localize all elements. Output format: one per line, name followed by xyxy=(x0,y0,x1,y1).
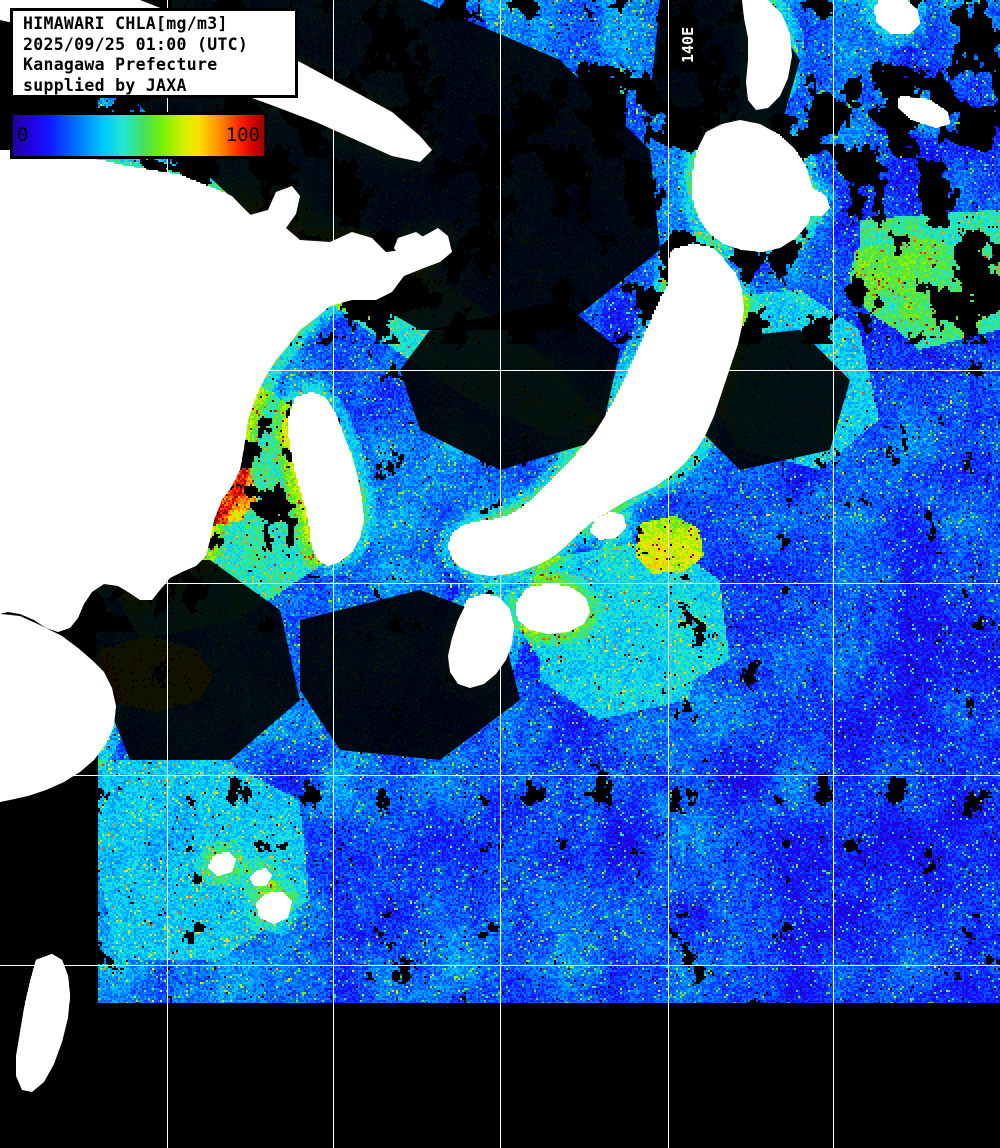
product-region: Kanagawa Prefecture xyxy=(23,55,218,74)
product-title: HIMAWARI CHLA[mg/m3] xyxy=(23,14,228,33)
colorbar-gradient xyxy=(13,115,264,156)
colorbar-min-label: 0 xyxy=(17,124,29,146)
product-datetime: 2025/09/25 01:00 (UTC) xyxy=(23,34,249,54)
colorbar-max-label: 100 xyxy=(225,124,260,146)
product-credit: supplied by JAXA xyxy=(23,75,187,95)
product-info-box: HIMAWARI CHLA[mg/m3] 2025/09/25 01:00 (U… xyxy=(10,8,298,98)
colorbar-legend: 0 100 xyxy=(10,112,267,159)
